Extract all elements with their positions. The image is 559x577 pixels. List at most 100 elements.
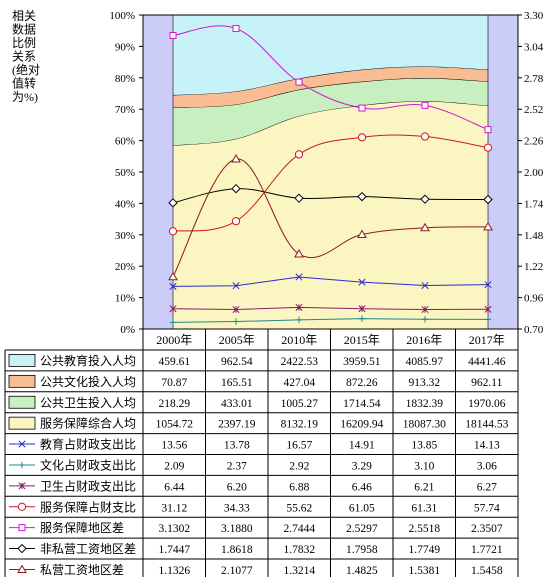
- table-cell: 1.3214: [283, 565, 315, 577]
- left-tick-label: 20%: [115, 261, 135, 273]
- table-cell: 1.5458: [471, 565, 503, 577]
- data-point: [357, 133, 367, 142]
- table-cell: 872.26: [346, 377, 378, 389]
- left-tick-label: 90%: [115, 41, 135, 53]
- data-point: [358, 315, 366, 322]
- table-header-cell: 2017年: [469, 333, 505, 347]
- right-tick-label: 1.48: [524, 230, 544, 242]
- line-series-私营工资地区差: [168, 153, 493, 281]
- table-cell: 2397.19: [218, 419, 256, 431]
- table-cell: 2.1077: [221, 565, 253, 577]
- line-series-文化占财政支出比: [169, 315, 492, 326]
- table-cell: 2.5297: [346, 523, 378, 535]
- y-axis-title-line: (绝对: [12, 62, 40, 77]
- table-cell: 14.91: [349, 440, 375, 452]
- legend-label: 教育占财政支出比: [40, 437, 136, 452]
- marker-stroke: [484, 281, 492, 289]
- legend-marker: [18, 461, 26, 469]
- data-point: [421, 281, 429, 290]
- legend-label: 服务保障综合人均: [40, 416, 136, 431]
- right-tick-label: 2.52: [524, 104, 543, 116]
- plot-area: [143, 14, 518, 329]
- legend-swatch: [8, 374, 36, 388]
- table-cell: 16.57: [286, 440, 312, 452]
- table-cell: 1.7721: [471, 544, 503, 556]
- data-point: [168, 198, 178, 208]
- table-cell: 3959.51: [343, 356, 381, 368]
- data-point: [232, 25, 240, 33]
- data-point: [169, 305, 177, 313]
- table-cell: 1005.27: [281, 398, 319, 410]
- table-cell: 1.1326: [158, 565, 190, 577]
- table-row: 文化占财政支出比 2.09 2.37 2.92 3.29 3.10 3.06: [9, 457, 497, 472]
- table-row: 公共文化投入人均 70.87 165.51 427.04 872.26 913.32 962…: [8, 374, 503, 389]
- legend-label: 公共文化投入人均: [40, 374, 136, 389]
- marker-stroke: [232, 282, 240, 290]
- table-cell: 1970.06: [468, 398, 506, 410]
- right-tick-label: 2.78: [524, 73, 544, 85]
- table-row: 公共卫生投入人均 218.29 433.01 1005.27 1714.54 1832.3…: [8, 395, 506, 410]
- data-point: [358, 104, 366, 112]
- data-point: [420, 194, 430, 204]
- table-cell: 8132.19: [281, 419, 319, 431]
- data-point: [168, 271, 178, 281]
- plot-side-band-left: [143, 15, 173, 329]
- data-point: [294, 193, 304, 203]
- table-row: 卫生占财政支出比 6.44 6.20 6.88 6.46 6.21 6.27: [9, 478, 497, 493]
- table-cell: 1714.54: [343, 398, 381, 410]
- marker-stroke: [169, 282, 177, 290]
- table-cell: 6.27: [477, 481, 497, 493]
- legend-marker: [18, 440, 26, 448]
- table-cell: 55.62: [286, 502, 312, 514]
- table-cell: 61.05: [349, 502, 375, 514]
- left-tick-label: 30%: [115, 230, 135, 242]
- line-series-卫生占财政支出比: [169, 303, 492, 314]
- data-point: [169, 319, 177, 326]
- table-cell: 13.56: [161, 440, 187, 452]
- series-line: [172, 306, 489, 311]
- legend-marker: [17, 543, 27, 554]
- legend-swatch: [8, 354, 36, 367]
- right-tick-label: 0.70: [524, 324, 544, 336]
- table-cell: 1832.39: [406, 398, 444, 410]
- table-cell: 2.92: [289, 460, 309, 472]
- y-axis-title-line: 比例: [12, 36, 36, 50]
- table-cell: 2422.53: [281, 356, 319, 368]
- table-header-cell: 2000年: [156, 333, 192, 347]
- data-point: [484, 305, 492, 313]
- right-tick-label: 1.22: [524, 261, 543, 273]
- table-cell: 4085.97: [406, 356, 444, 368]
- legend-label: 私营工资地区差: [40, 563, 124, 577]
- table-cell: 1.7832: [283, 544, 315, 556]
- table-cell: 913.32: [408, 377, 440, 389]
- table-cell: 962.54: [221, 356, 253, 368]
- data-point: [420, 132, 430, 141]
- data-point: [231, 183, 241, 194]
- data-point: [484, 281, 492, 289]
- left-tick-label: 60%: [115, 136, 135, 148]
- table-row: 服务保障综合人均 1054.72 2397.19 8132.19 16209.94 180…: [8, 416, 509, 431]
- table-row: 教育占财政支出比 13.56 13.78 16.57 14.91 13.85 14.13: [9, 437, 500, 452]
- table-cell: 3.06: [477, 460, 497, 472]
- line-series-服务保障地区差: [169, 25, 492, 134]
- series-line: [172, 134, 489, 232]
- line-series-非私营工资地区差: [168, 183, 493, 208]
- table-cell: 14.13: [474, 440, 500, 452]
- data-point: [358, 305, 366, 313]
- table-cell: 6.46: [352, 481, 372, 493]
- data-point: [295, 78, 303, 86]
- data-point: [232, 282, 240, 290]
- table-cell: 57.74: [474, 502, 500, 514]
- table-cell: 18144.53: [465, 419, 508, 431]
- y-axis-title-line: 相关: [12, 9, 36, 23]
- left-tick-label: 0%: [120, 324, 135, 336]
- legend-swatch: [8, 395, 36, 409]
- table-cell: 1.7958: [346, 544, 378, 556]
- right-tick-label: 0.96: [524, 293, 544, 305]
- data-point: [357, 229, 367, 238]
- data-point: [232, 305, 240, 314]
- area-公共教育投入人均: [173, 15, 488, 96]
- data-point: [231, 217, 241, 226]
